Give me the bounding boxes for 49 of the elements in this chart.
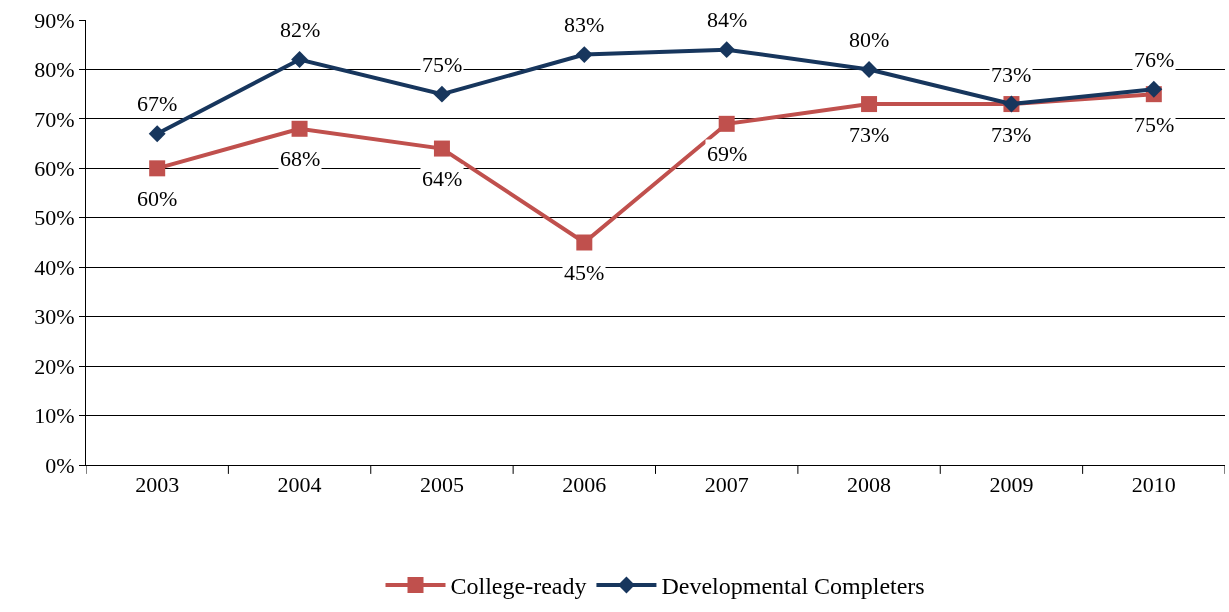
x-tick-label: 2007 xyxy=(704,472,749,498)
data-label: 75% xyxy=(1134,112,1175,137)
data-label: 67% xyxy=(137,91,178,116)
data-label: 73% xyxy=(991,122,1032,147)
point xyxy=(291,51,309,69)
x-tick-label: 2008 xyxy=(847,472,892,498)
point xyxy=(291,120,308,137)
point xyxy=(576,234,593,251)
point xyxy=(1145,80,1163,98)
y-tick-label: 70% xyxy=(34,106,75,132)
y-tick-label: 40% xyxy=(34,254,75,280)
y-tick-label: 20% xyxy=(34,353,75,379)
data-label: 69% xyxy=(707,141,748,166)
y-tick-label: 10% xyxy=(34,403,75,429)
x-tick-label: 2010 xyxy=(1131,472,1176,498)
data-label: 68% xyxy=(280,146,321,171)
data-label: 84% xyxy=(707,7,748,32)
data-label: 75% xyxy=(422,52,463,77)
x-tick-label: 2005 xyxy=(419,472,464,498)
data-label: 73% xyxy=(849,122,890,147)
y-tick-label: 90% xyxy=(34,7,75,33)
data-label: 64% xyxy=(422,166,463,191)
point xyxy=(149,160,166,177)
y-tick-label: 0% xyxy=(45,452,75,478)
y-tick-label: 80% xyxy=(34,57,75,83)
y-tick-label: 50% xyxy=(34,205,75,231)
point xyxy=(148,125,166,143)
data-label: 76% xyxy=(1134,47,1175,72)
x-tick-label: 2006 xyxy=(562,472,607,498)
y-tick-label: 60% xyxy=(34,156,75,182)
point xyxy=(433,85,451,103)
legend-label: Developmental Completers xyxy=(661,573,925,600)
data-label: 80% xyxy=(849,27,890,52)
data-label: 60% xyxy=(137,186,178,211)
data-label: 83% xyxy=(564,12,605,37)
point xyxy=(433,140,450,157)
data-label: 73% xyxy=(991,62,1032,87)
data-label: 45% xyxy=(564,260,605,285)
point xyxy=(575,46,593,64)
x-tick-label: 2009 xyxy=(989,472,1034,498)
point xyxy=(718,115,735,132)
y-tick-label: 30% xyxy=(34,304,75,330)
legend-label: College-ready xyxy=(450,573,587,600)
point xyxy=(718,41,736,59)
point xyxy=(860,60,878,78)
point xyxy=(861,96,878,113)
x-tick-label: 2004 xyxy=(277,472,322,498)
data-label: 82% xyxy=(280,17,321,42)
x-tick-label: 2003 xyxy=(135,472,180,498)
